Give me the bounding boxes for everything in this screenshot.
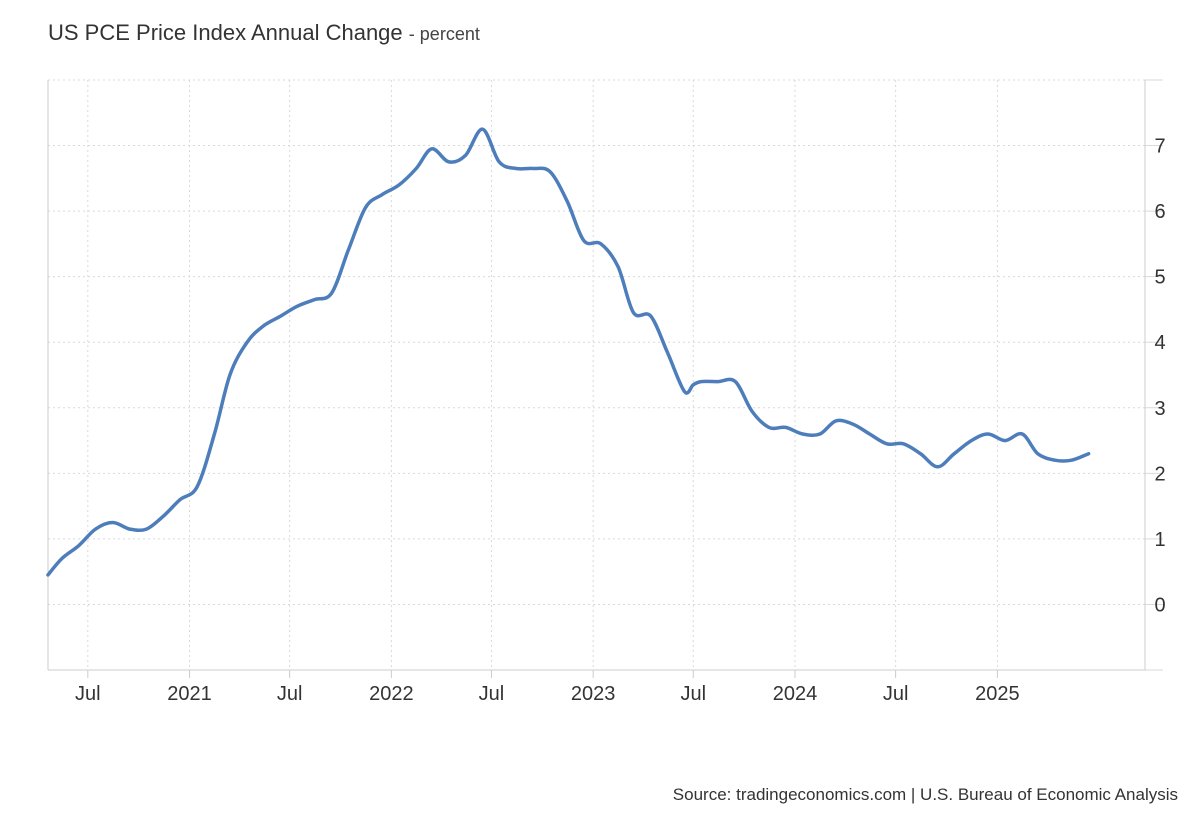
x-tick-label: Jul <box>680 683 706 705</box>
x-tick-label: 2023 <box>571 683 616 705</box>
chart-title: US PCE Price Index Annual Change - perce… <box>48 20 480 46</box>
unit-text: percent <box>419 24 480 44</box>
x-tick-label: 2025 <box>975 683 1020 705</box>
x-tick-label: 2021 <box>167 683 212 705</box>
chart-title-text: US PCE Price Index Annual Change <box>48 20 403 45</box>
source-credit: Source: tradingeconomics.com | U.S. Bure… <box>672 785 1178 804</box>
y-tick-label: 4 <box>1154 332 1165 354</box>
x-tick-label: Jul <box>883 683 909 705</box>
grid-lines <box>48 79 1145 671</box>
chart-unit: - percent <box>409 24 480 44</box>
y-tick-labels: 0 1 2 3 4 5 6 7 <box>1154 136 1165 617</box>
y-tick-label: 7 <box>1154 136 1165 158</box>
x-tick-label: Jul <box>75 683 101 705</box>
series-layer <box>46 127 1091 577</box>
y-tick-label: 5 <box>1154 267 1165 289</box>
x-tick-label: 2022 <box>369 683 414 705</box>
title-separator: - <box>408 24 415 44</box>
axes <box>47 79 1163 678</box>
x-tick-labels: Jul 2021 Jul 2022 Jul 2023 Jul 2024 Jul 2025 <box>75 683 1020 705</box>
y-tick-label: 0 <box>1154 594 1165 616</box>
series-line-pce <box>46 127 1091 577</box>
y-tick-label: 3 <box>1154 398 1165 420</box>
y-tick-label: 1 <box>1154 529 1165 551</box>
x-tick-label: Jul <box>479 683 505 705</box>
x-tick-label: 2024 <box>773 683 818 705</box>
y-tick-label: 6 <box>1154 201 1165 223</box>
x-tick-label: Jul <box>277 683 303 705</box>
y-tick-label: 2 <box>1154 463 1165 485</box>
line-chart: Jul 2021 Jul 2022 Jul 2023 Jul 2024 Jul 2025 0 1 2 3… <box>46 79 1166 705</box>
